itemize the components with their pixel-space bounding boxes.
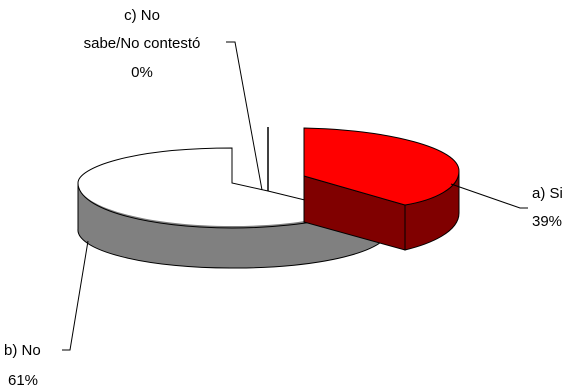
label-si-category: a) Si <box>532 185 563 202</box>
label-no-category: b) No <box>4 342 41 359</box>
label-nosabe-line1: c) No <box>124 7 160 24</box>
leader-line-nosabe <box>226 41 263 191</box>
label-si-percent: 39% <box>532 213 562 230</box>
label-nosabe-percent: 0% <box>131 64 153 81</box>
pie-slice-si <box>303 127 460 251</box>
label-no-percent: 61% <box>8 372 38 389</box>
label-nosabe-line2: sabe/No contestó <box>84 35 201 52</box>
leader-line-si <box>450 183 528 209</box>
leader-line-no <box>62 240 89 351</box>
pie-slice-si-top <box>303 127 460 206</box>
